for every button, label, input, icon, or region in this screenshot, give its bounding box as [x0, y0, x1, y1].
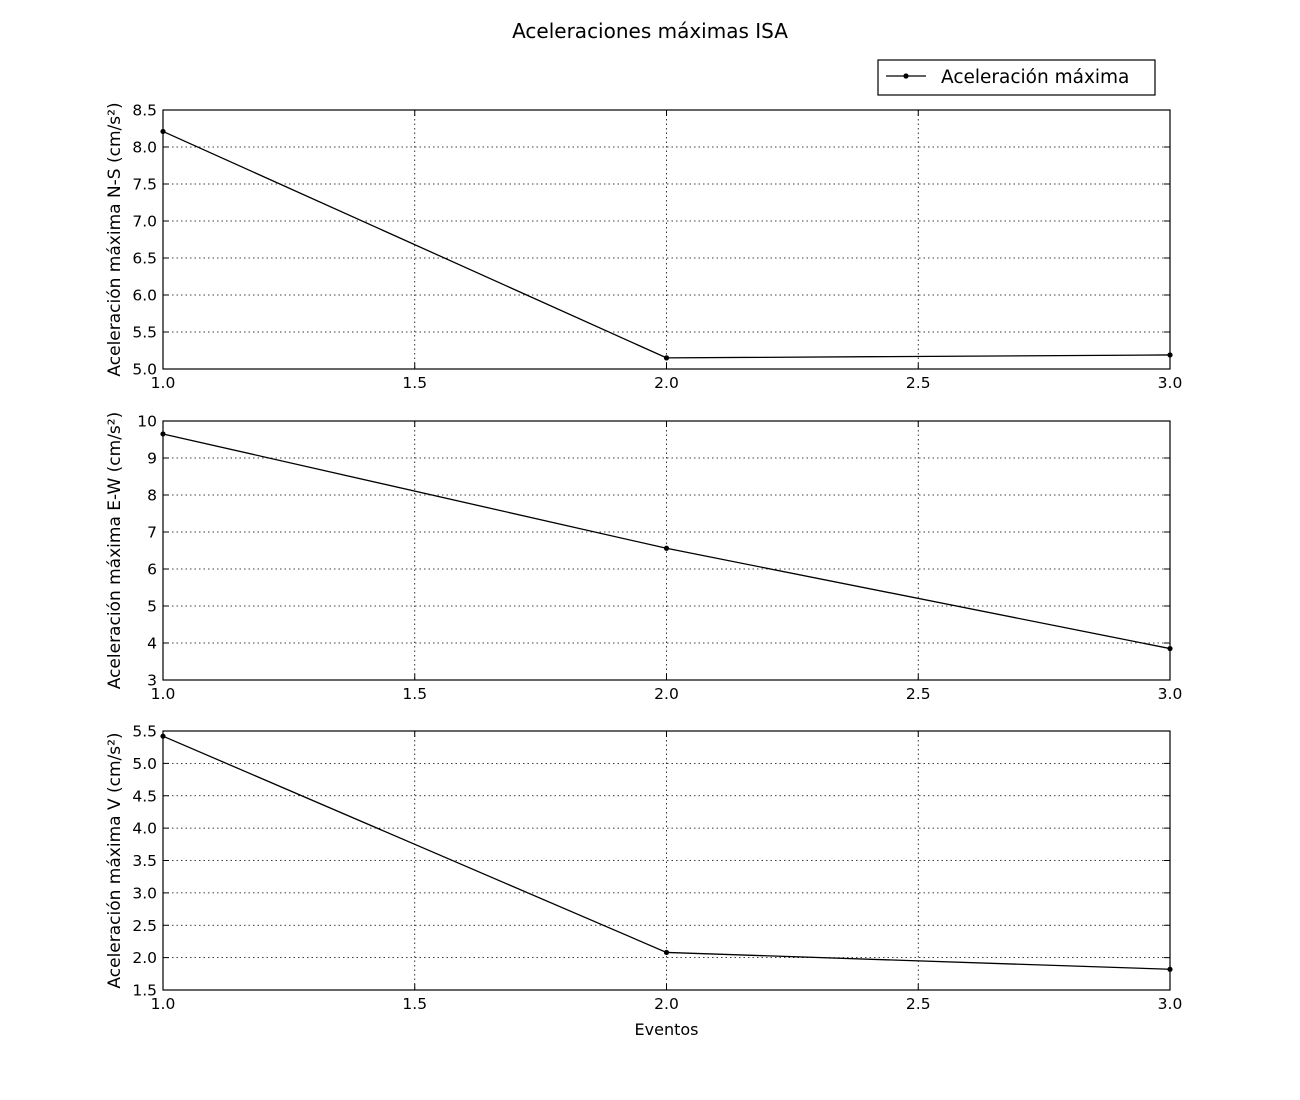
y-tick-label: 4 — [147, 635, 157, 653]
y-tick-label: 1.5 — [132, 982, 157, 1000]
y-tick-label: 7.0 — [132, 213, 157, 231]
y-tick-label: 7.5 — [132, 176, 157, 194]
y-axis-label: Aceleración máxima N-S (cm/s²) — [105, 102, 125, 376]
axes-frame — [162, 730, 1171, 991]
y-tick-label: 5 — [147, 598, 157, 616]
figure-title: Aceleraciones máximas ISA — [512, 19, 788, 43]
x-tick-label: 3.0 — [1158, 995, 1183, 1013]
subplot-2: 1.0 1.5 2.0 2.5 3.0 3 4 5 6 7 8 9 10 Aceleración máxi… — [105, 412, 1182, 703]
data-point — [1167, 352, 1173, 358]
x-tick-label: 1.0 — [151, 374, 176, 392]
subplot-1: 1.0 1.5 2.0 2.5 3.0 5.0 5.5 6.0 6.5 7.0 7.5 8.0 8.5 A… — [105, 102, 1182, 393]
x-tick-label: 2.5 — [906, 995, 931, 1013]
subplots: 1.0 1.5 2.0 2.5 3.05.05.56.06.57.07.58.08.5A… — [105, 102, 1182, 1040]
x-tick-label: 3.0 — [1158, 374, 1183, 392]
y-tick-label: 6.5 — [132, 250, 157, 268]
y-tick-label: 5.0 — [132, 755, 157, 773]
legend: Aceleración máxima — [877, 59, 1156, 96]
x-tick-label: 1.0 — [151, 685, 176, 703]
x-tick-label: 2.5 — [906, 685, 931, 703]
y-tick-label: 7 — [147, 524, 157, 542]
y-tick-label: 6 — [147, 561, 157, 579]
y-tick-label: 3 — [147, 672, 157, 690]
y-tick-label: 8 — [147, 487, 157, 505]
legend-frame — [877, 59, 1156, 96]
y-tick-label: 6.0 — [132, 287, 157, 305]
subplot-3: 1.0 1.5 2.0 2.5 3.01.52.02.53.03.54.04.55.05… — [105, 723, 1182, 1040]
y-axis-label: Aceleración máxima E-W (cm/s²) — [105, 412, 125, 690]
y-tick-label: 2.5 — [132, 917, 157, 935]
data-point — [663, 545, 670, 551]
y-tick-label: 4.0 — [132, 820, 157, 838]
x-tick-label: 2.5 — [906, 374, 931, 392]
data-point — [1167, 966, 1173, 972]
data-point — [160, 431, 166, 437]
x-tick-label: 2.0 — [654, 374, 679, 392]
x-tick-label: 2.0 — [654, 685, 679, 703]
data-point — [1167, 645, 1173, 652]
x-tick-label: 1.5 — [402, 995, 427, 1013]
data-point — [160, 733, 166, 739]
data-point — [663, 355, 670, 361]
y-tick-label: 3.5 — [132, 852, 157, 870]
y-tick-label: 5.0 — [132, 361, 157, 379]
y-tick-label: 5.5 — [132, 324, 157, 342]
y-tick-label: 9 — [147, 450, 157, 468]
x-tick-label: 3.0 — [1158, 685, 1183, 703]
y-tick-label: 8.0 — [132, 139, 157, 157]
y-tick-label: 5.5 — [132, 723, 157, 741]
y-axis-label: Aceleración máxima V (cm/s²) — [105, 732, 125, 988]
axes-frame — [162, 420, 1171, 681]
data-point — [663, 949, 670, 956]
x-tick-label: 1.5 — [402, 685, 427, 703]
y-tick-label: 3.0 — [132, 884, 157, 902]
y-tick-label: 4.5 — [132, 787, 157, 805]
x-axis-label: Eventos — [635, 1020, 699, 1039]
x-tick-label: 2.0 — [654, 995, 679, 1013]
data-point — [160, 128, 166, 135]
y-tick-label: 10 — [137, 413, 157, 431]
x-tick-label: 1.5 — [402, 374, 427, 392]
legend-marker-sample — [903, 73, 909, 79]
x-tick-label: 1.0 — [151, 995, 176, 1013]
y-tick-label: 2.0 — [132, 949, 157, 967]
legend-label: Aceleración máxima — [941, 67, 1129, 88]
y-tick-label: 8.5 — [132, 102, 157, 120]
axes-frame — [162, 109, 1171, 370]
